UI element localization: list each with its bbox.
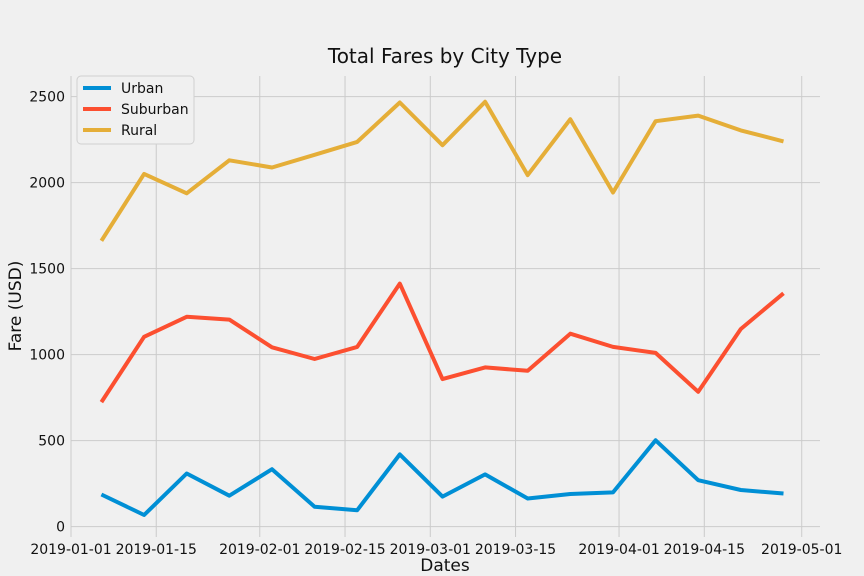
series-lines bbox=[99, 99, 785, 517]
legend-label-urban: Urban bbox=[121, 81, 163, 97]
y-tick-label: 0 bbox=[56, 520, 65, 536]
plot-area bbox=[71, 76, 820, 537]
x-tick-label: 2019-03-01 bbox=[390, 542, 471, 558]
y-tick-label: 1500 bbox=[29, 262, 65, 278]
y-tick-label: 1000 bbox=[29, 348, 65, 364]
y-tick-label: 2500 bbox=[29, 90, 65, 106]
series-line-suburban bbox=[99, 281, 785, 404]
x-tick-label: 2019-02-01 bbox=[219, 542, 300, 558]
legend-label-suburban: Suburban bbox=[121, 102, 189, 118]
y-tick-labels: 0 500 1000 1500 2000 2500 bbox=[29, 90, 65, 536]
x-tick-label: 2019-04-15 bbox=[664, 542, 745, 558]
legend: Urban Suburban Rural bbox=[76, 75, 195, 145]
y-axis-title: Fare (USD) bbox=[6, 261, 26, 352]
x-tick-label: 2019-01-15 bbox=[116, 542, 197, 558]
y-tick-label: 2000 bbox=[29, 176, 65, 192]
chart-title: Total Fares by City Type bbox=[327, 44, 562, 68]
series-line-rural bbox=[99, 99, 784, 242]
x-tick-labels: 2019-01-01 2019-01-15 2019-02-01 2019-02-15… bbox=[30, 542, 842, 558]
series-line-urban bbox=[100, 438, 784, 517]
grid-lines bbox=[70, 76, 820, 537]
legend-label-rural: Rural bbox=[121, 123, 157, 139]
x-tick-label: 2019-02-15 bbox=[304, 542, 385, 558]
y-tick-label: 500 bbox=[38, 434, 65, 450]
x-tick-label: 2019-05-01 bbox=[761, 542, 842, 558]
x-tick-label: 2019-01-01 bbox=[30, 542, 111, 558]
legend-box bbox=[76, 75, 195, 145]
x-axis-title: Dates bbox=[420, 556, 470, 576]
x-tick-label: 2019-04-01 bbox=[578, 542, 659, 558]
x-tick-label: 2019-03-15 bbox=[475, 542, 556, 558]
